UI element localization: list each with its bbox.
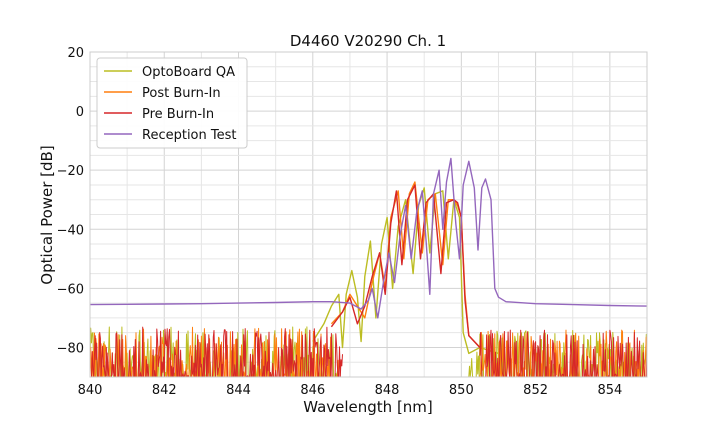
y-axis-ticks: −80 −60 −40 −20 0 20 [57,46,84,356]
x-tick-label: 844 [226,383,251,398]
y-tick-label: −40 [57,223,84,238]
plot-area [90,157,647,377]
x-tick-label: 840 [78,383,103,398]
chart-title: D4460 V20290 Ch. 1 [290,32,446,50]
legend: OptoBoard QA Post Burn-In Pre Burn-In Re… [96,57,248,149]
x-tick-label: 842 [152,383,177,398]
y-tick-label: 20 [67,46,84,61]
series-line-reception-test [90,157,647,319]
y-tick-label: 0 [76,105,84,120]
series-line-pre-burn-in [330,184,481,348]
series-line-noise-pre-burn-in [90,326,343,377]
y-tick-label: −20 [57,164,84,179]
y-tick-label: −80 [57,341,84,356]
x-axis-label: Wavelength [nm] [303,398,433,416]
plot-frame [89,51,648,378]
x-axis-ticks: 840 842 844 846 848 850 852 854 [78,383,623,398]
legend-label-optoboard-qa: OptoBoard QA [142,65,235,80]
x-tick-label: 852 [523,383,548,398]
legend-label-reception-test: Reception Test [142,128,236,143]
series-line-tail-pre-burn-in [479,329,647,377]
x-tick-label: 848 [375,383,400,398]
y-axis-label: Optical Power [dB] [38,145,56,284]
x-tick-label: 850 [449,383,474,398]
x-tick-label: 846 [300,383,325,398]
series-reception-test [90,157,647,319]
series-layer [90,157,647,377]
series-pre-burn-in [90,184,647,377]
legend-label-post-burn-in: Post Burn-In [142,86,221,101]
x-tick-label: 854 [597,383,622,398]
legend-label-pre-burn-in: Pre Burn-In [142,107,214,122]
y-tick-label: −60 [57,282,84,297]
legend-box [96,57,248,149]
